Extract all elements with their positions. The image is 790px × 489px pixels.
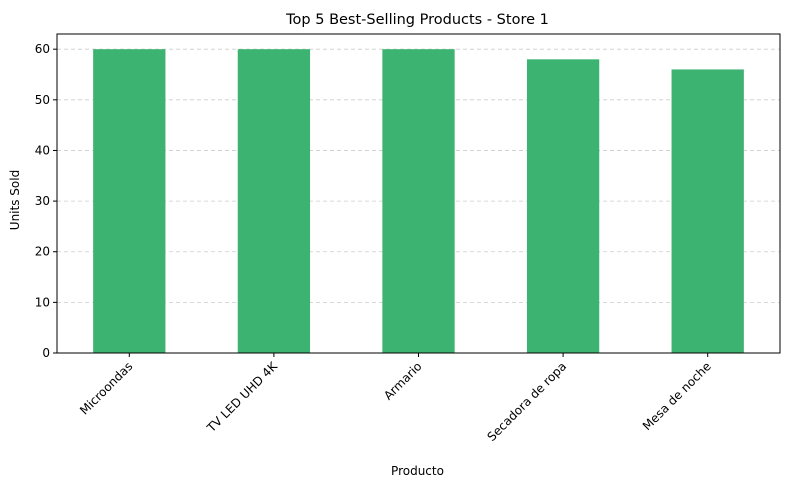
x-tick-label: TV LED UHD 4K <box>204 358 281 435</box>
x-axis-ticks: Microondas TV LED UHD 4K Armario Secadora d… <box>77 353 714 444</box>
y-tick-label: 60 <box>35 42 50 56</box>
y-axis-ticks: 0 10 20 30 40 50 60 <box>35 42 57 360</box>
y-tick-label: 30 <box>35 194 50 208</box>
bar-secadora-de-ropa <box>526 59 600 354</box>
y-tick-label: 20 <box>35 245 50 259</box>
x-tick-label: Microondas <box>77 359 135 417</box>
bar-microondas <box>93 49 166 353</box>
y-tick-label: 10 <box>35 295 50 309</box>
y-tick-label: 50 <box>35 93 50 107</box>
x-axis-title: Producto <box>391 464 444 478</box>
y-tick-label: 40 <box>35 143 50 157</box>
bar-tv-led-uhd-4k <box>237 49 311 353</box>
x-tick-label: Armario <box>381 359 425 403</box>
bar-mesa-de-noche <box>671 69 744 353</box>
chart-title: Top 5 Best-Selling Products - Store 1 <box>285 12 549 28</box>
bars <box>93 49 744 354</box>
bar-armario <box>382 49 455 353</box>
y-axis-title: Units Sold <box>8 170 22 230</box>
grid-lines <box>57 48 780 303</box>
y-tick-label: 0 <box>42 346 50 360</box>
x-tick-label: Mesa de noche <box>640 359 714 433</box>
x-tick-label: Secadora de ropa <box>485 359 570 444</box>
